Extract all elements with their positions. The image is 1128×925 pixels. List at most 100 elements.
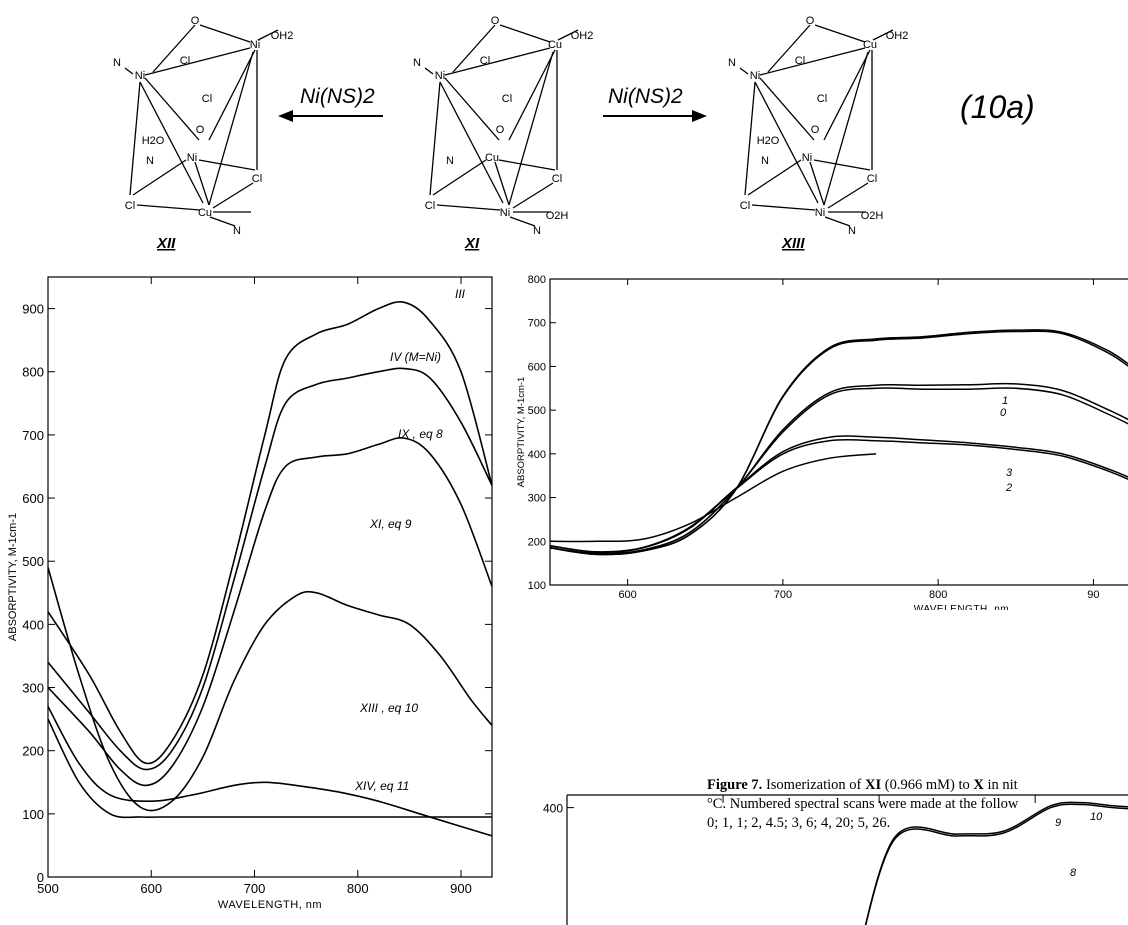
series-line-4 [47,706,493,837]
reaction-arrow-left: Ni(NS)2 [278,85,383,122]
plot-frame [549,278,1128,586]
bond-17 [424,67,434,75]
series-line-2 [549,387,1128,555]
compound-label-xiii: XIII [781,235,805,252]
atom-cl-mid: Cl [502,93,512,105]
bond-14 [198,159,256,171]
x-tick-label-900: 90 [1087,589,1099,601]
caption-text-3: in nit [987,777,1018,793]
bond-8 [129,81,141,196]
series-line-0 [47,301,493,765]
atom-n-bottom: N [533,225,541,237]
compound-label-xi: XI [464,235,480,252]
series-line-0 [864,803,1128,925]
atom-n-inner: N [761,155,769,167]
y-tick-label-800: 800 [22,365,44,380]
atom-left-metal: Ni [135,70,145,82]
series-label-9: 9 [1055,817,1061,829]
atom-cl-left: Cl [125,200,135,212]
atom-cu-mid: Ni [250,39,260,51]
molecule-xii: O OH2 Ni Ni Cl Cl H2O N Ni O Cl Cu Cl N N [113,15,293,237]
atom-top-o: O [806,15,815,27]
bond-9 [754,81,819,204]
series-label-0: 0 [1000,407,1007,419]
bond-13 [194,161,210,206]
bond-11 [212,182,254,209]
y-tick-label-400: 400 [528,449,546,461]
chart-bottom-partial: 400 9 10 8 [543,794,1128,925]
atom-o-inner: O [196,124,205,136]
atom-top-o: O [491,15,500,27]
y-tick-label-300: 300 [22,681,44,696]
caption-text-2: (0.966 mM) to [884,777,970,793]
bond-10 [436,204,501,211]
series-line-5 [549,329,1128,556]
series-label-1: IV (M=Ni) [390,350,441,364]
atom-h2o: H2O [142,135,165,147]
series-line-6 [549,453,877,543]
bond-11 [827,182,869,209]
y-tick-label-700: 700 [22,428,44,443]
atom-water: OH2 [271,30,294,42]
y-tick-label-600: 600 [22,491,44,506]
y-tick-label-500: 500 [528,405,546,417]
atom-water: OH2 [886,30,909,42]
bond-13 [809,161,825,206]
bond-16 [824,216,851,227]
bond-8 [744,81,756,196]
y-tick-label-700: 700 [528,318,546,330]
molecule-xi: O OH2 Cu Ni Cl Cl N Cu O Cl Ni Cl N N O2H [413,15,593,237]
caption-text-1: Isomerization of [765,777,862,793]
y-tick-label-100: 100 [528,580,546,592]
atom-water: OH2 [571,30,594,42]
equation-label: (10a) [960,89,1035,125]
bond-2 [872,29,894,41]
series-label-4: XIII , eq 10 [359,701,418,715]
bond-7 [208,51,254,206]
bond-12 [432,159,487,196]
bond-5 [823,49,871,141]
atom-cl-mid: Cl [202,93,212,105]
series-label-5: XIV, eq 11 [354,779,409,793]
bond-17 [124,67,134,75]
atom-o-inner: O [811,124,820,136]
atom-o2h: O2H [861,210,884,222]
bond-16 [209,216,236,227]
bond-4 [759,77,815,141]
atom-cu-mid: Cu [863,39,877,51]
bond-4 [444,77,500,141]
bond-10 [751,204,816,211]
atom-cl-right: Cl [867,173,877,185]
plot-frame [47,276,493,878]
series-label-1: 1 [1002,395,1008,407]
atom-left-metal: Ni [435,70,445,82]
atom-cl-mid: Cl [817,93,827,105]
bond-12 [132,159,187,196]
bond-16 [509,216,536,227]
caption-line-1: Figure 7. Isomerization of XI (0.966 mM)… [707,776,1128,795]
atom-o2h: O2H [546,210,569,222]
x-axis-label: WAVELENGTH, nm [218,899,322,911]
atom-o-inner: O [496,124,505,136]
atom-h2o: H2O [757,135,780,147]
compound-label-xii: XII [156,235,176,252]
atom-cl-top: Cl [180,55,190,67]
caption-bold-2: X [973,777,984,793]
series-label-2: IX , eq 8 [398,427,443,441]
bond-4 [144,77,200,141]
atom-cl-left: Cl [740,200,750,212]
series-line-1 [549,435,1128,553]
arrow-right-label: Ni(NS)2 [608,85,683,108]
bond-1 [199,24,251,43]
series-line-1 [864,801,1128,925]
atom-cu-bottom: Ni [815,207,825,219]
y-tick-label-400: 400 [22,617,44,632]
atom-n-left: N [728,57,736,69]
bond-11 [512,182,554,209]
bond-2 [557,29,579,41]
atom-cl-top: Cl [480,55,490,67]
x-tick-label-700: 700 [244,881,266,896]
x-tick-label-800: 800 [347,881,369,896]
series-line-3 [549,382,1128,555]
reaction-arrow-right: Ni(NS)2 [603,85,707,122]
